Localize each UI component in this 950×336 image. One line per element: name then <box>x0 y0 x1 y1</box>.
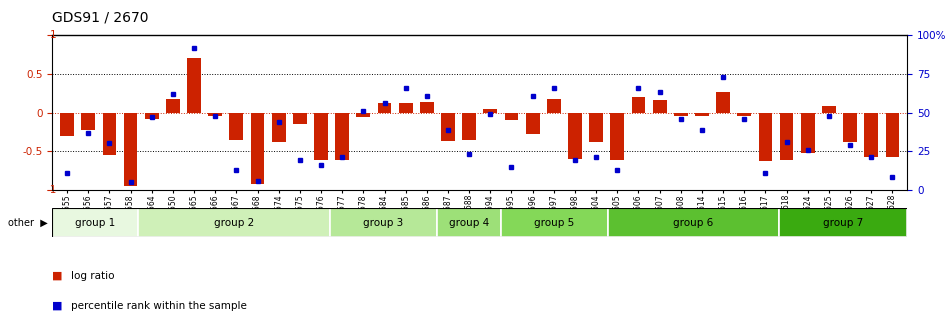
Bar <box>208 113 222 117</box>
Bar <box>759 113 772 161</box>
Text: ■: ■ <box>52 301 63 311</box>
Text: group 6: group 6 <box>674 218 713 227</box>
Bar <box>822 106 836 113</box>
Bar <box>272 113 286 142</box>
Bar <box>780 113 793 161</box>
Bar <box>568 113 581 159</box>
Text: ■: ■ <box>52 270 63 281</box>
Text: -1: -1 <box>47 185 56 195</box>
Bar <box>441 113 455 141</box>
Bar <box>632 97 645 113</box>
Bar <box>103 113 116 155</box>
Bar <box>779 208 907 237</box>
Bar <box>885 113 900 157</box>
Bar <box>60 113 74 136</box>
Bar <box>716 92 730 113</box>
Bar <box>525 113 540 134</box>
Bar <box>378 102 391 113</box>
Bar <box>589 113 603 142</box>
Bar <box>437 208 502 237</box>
Bar <box>251 113 264 184</box>
Bar <box>335 113 349 161</box>
Text: percentile rank within the sample: percentile rank within the sample <box>71 301 247 311</box>
Bar <box>611 113 624 161</box>
Bar <box>674 113 688 117</box>
Bar <box>653 100 667 113</box>
Bar <box>547 99 560 113</box>
Text: GDS91 / 2670: GDS91 / 2670 <box>52 10 149 24</box>
Bar <box>52 208 138 237</box>
Text: group 7: group 7 <box>823 218 864 227</box>
Bar <box>293 113 307 124</box>
Bar <box>801 113 815 153</box>
Bar <box>399 103 412 113</box>
Bar <box>124 113 138 186</box>
Text: 1: 1 <box>49 30 56 40</box>
Bar <box>864 113 878 157</box>
Bar <box>166 99 180 113</box>
Bar <box>356 113 370 117</box>
Bar <box>608 208 779 237</box>
Bar <box>695 113 709 116</box>
Bar <box>187 58 200 113</box>
Text: group 4: group 4 <box>449 218 489 227</box>
Bar <box>463 113 476 140</box>
Bar <box>230 113 243 140</box>
Bar <box>504 113 519 120</box>
Bar <box>737 113 751 116</box>
Bar <box>420 102 434 113</box>
Bar <box>144 113 159 119</box>
Bar <box>484 109 497 113</box>
Bar <box>502 208 608 237</box>
Text: group 3: group 3 <box>364 218 404 227</box>
Bar <box>82 113 95 130</box>
Text: group 2: group 2 <box>214 218 254 227</box>
Bar <box>331 208 437 237</box>
Text: group 5: group 5 <box>535 218 575 227</box>
Bar <box>314 113 328 161</box>
Bar <box>844 113 857 142</box>
Text: group 1: group 1 <box>75 218 115 227</box>
Text: other  ▶: other ▶ <box>8 218 48 227</box>
Text: log ratio: log ratio <box>71 270 115 281</box>
Bar <box>138 208 331 237</box>
